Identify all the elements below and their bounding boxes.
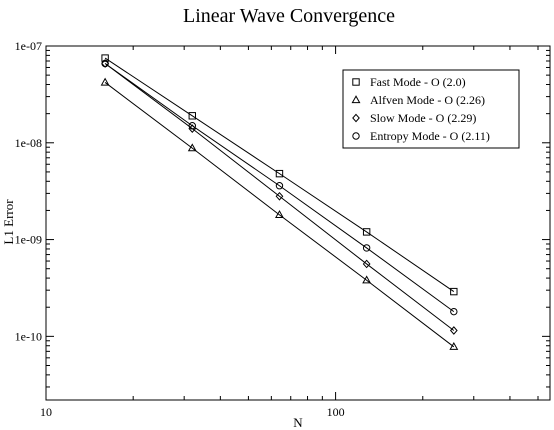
series-line-circle [104,63,455,313]
data-point-diamond [449,326,458,335]
data-point-circle [188,122,196,130]
legend-box [342,69,520,149]
chart-title: Linear Wave Convergence [183,5,395,27]
data-point-square [188,112,196,120]
x-tick-label: 10 [40,405,52,419]
legend: Fast Mode - O (2.0) Alfven Mode - O (2.2… [342,69,520,149]
legend-marker-square [352,78,360,86]
data-point-square [101,54,109,62]
legend-label-alfven-mode: Alfven Mode - O (2.26) [370,93,485,107]
plot-layer: 10 100 1e-07 1e-08 1e-09 1e-10 [15,39,550,419]
series-line-triangle [104,82,455,348]
y-tick-label: 1e-09 [15,233,42,247]
legend-label-fast-mode: Fast Mode - O (2.0) [370,75,466,89]
data-point-triangle [187,143,197,152]
data-point-triangle [100,77,110,86]
data-point-circle [275,182,284,190]
series-line-diamond [104,63,455,331]
data-point-circle [101,59,109,68]
x-tick-label: 100 [327,405,345,419]
y-axis-label: L1 Error [1,199,16,245]
data-point-square [362,228,371,236]
data-point-triangle [275,210,284,218]
data-point-triangle [449,341,459,350]
x-axis-label: N [293,415,303,430]
legend-marker-diamond [352,113,360,123]
legend-label-slow-mode: Slow Mode - O (2.29) [370,111,476,125]
y-tick-label: 1e-10 [15,329,42,343]
legend-marker-circle [352,132,360,140]
data-point-circle [450,307,458,316]
legend-marker-triangle [351,95,361,104]
data-point-square [450,287,458,296]
data-point-square [275,169,284,178]
y-tick-label: 1e-07 [15,39,42,53]
data-point-diamond [275,191,284,201]
y-tick-label: 1e-08 [15,136,42,150]
series-line-square [104,57,455,293]
data-point-circle [362,244,371,252]
data-point-diamond [362,259,371,269]
data-point-triangle [362,275,372,284]
legend-label-entropy-mode: Entropy Mode - O (2.11) [370,129,490,143]
